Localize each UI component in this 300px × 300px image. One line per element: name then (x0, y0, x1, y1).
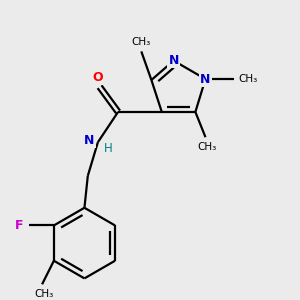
Text: O: O (93, 71, 103, 84)
Text: CH₃: CH₃ (34, 290, 53, 299)
Text: CH₃: CH₃ (238, 74, 258, 84)
Text: N: N (168, 54, 179, 67)
Text: N: N (84, 134, 95, 147)
Text: CH₃: CH₃ (132, 37, 151, 47)
Text: H: H (103, 142, 112, 155)
Text: F: F (15, 219, 23, 232)
Text: CH₃: CH₃ (197, 142, 217, 152)
Text: N: N (200, 73, 211, 85)
